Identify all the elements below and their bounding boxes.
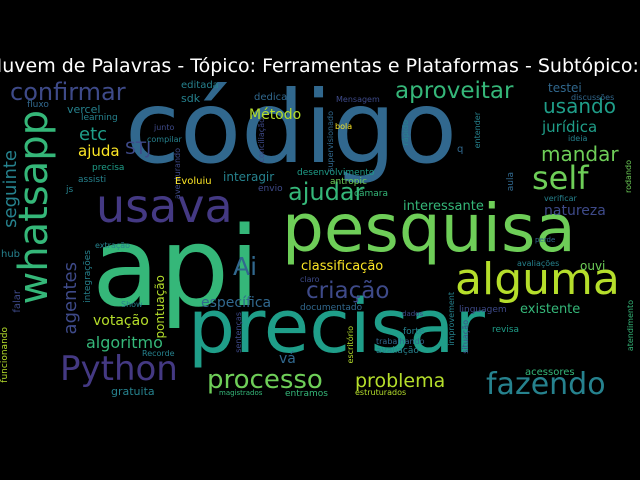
cloud-word: escritório [346, 326, 355, 364]
cloud-word: verificar [544, 194, 577, 203]
cloud-word: gratuita [111, 385, 155, 398]
cloud-word: código [125, 69, 458, 186]
cloud-word: perde [535, 236, 556, 244]
cloud-word: compilar [147, 135, 182, 144]
cloud-word: learning [81, 113, 118, 123]
cloud-word: dedicar [254, 92, 292, 103]
cloud-word: trabalhando [376, 337, 425, 346]
cloud-word: processo [207, 365, 323, 395]
cloud-word: seguinte [0, 150, 21, 228]
cloud-word: avaliações [517, 259, 560, 268]
cloud-word: desenvolvimento [297, 168, 375, 178]
cloud-word: usando [543, 94, 616, 118]
cloud-word: rápido [401, 120, 410, 146]
cloud-word: avaliação [376, 346, 419, 356]
cloud-word: envio [258, 184, 283, 194]
cloud-word: Show [121, 300, 143, 309]
cloud-word: testei [548, 81, 582, 95]
cloud-word: STJ [125, 139, 152, 159]
cloud-word: api [92, 203, 260, 331]
cloud-word: bola [335, 122, 353, 131]
cloud-word: entramos [285, 389, 328, 399]
cloud-word: documentado [300, 303, 363, 313]
cloud-word: magistrados [219, 389, 263, 397]
figure-title: Nuvem de Palavras - Tópico: Ferramentas … [0, 55, 640, 77]
cloud-word: usava [96, 179, 233, 233]
cloud-word: aula [506, 172, 516, 192]
cloud-word: editada [181, 80, 219, 91]
cloud-word: específica [201, 295, 272, 311]
cloud-word: Ai [233, 252, 258, 281]
cloud-word: integrações [83, 250, 93, 303]
cloud-word: mandar [541, 142, 619, 166]
cloud-word: algoritmo [86, 333, 163, 352]
cloud-word: estruturados [355, 388, 407, 397]
cloud-word: precisar [188, 284, 485, 370]
cloud-word: votação [93, 313, 149, 329]
cloud-word: sdk [181, 92, 201, 105]
cloud-word: criação [306, 278, 390, 304]
cloud-word: existente [520, 302, 581, 317]
cloud-word: improvement [447, 292, 456, 346]
cloud-word: interagir [223, 170, 275, 184]
cloud-word: funcionando [0, 327, 10, 383]
cloud-word: assisti [78, 175, 107, 185]
cloud-word: ouvi [580, 259, 606, 273]
cloud-word: q [457, 144, 464, 155]
cloud-word: vá [279, 351, 296, 367]
cloud-word: classificação [301, 259, 384, 274]
cloud-word: Mensagem [336, 95, 380, 104]
cloud-word: revisa [492, 325, 520, 335]
cloud-word: entender [473, 112, 482, 149]
cloud-word: Evoluiu [175, 176, 212, 187]
cloud-word: self [532, 159, 589, 197]
cloud-word: claro [300, 275, 320, 284]
cloud-word: ideia [568, 134, 588, 143]
cloud-word: atendimento [626, 300, 635, 352]
cloud-word: rodando [624, 160, 633, 194]
cloud-word: problema [355, 370, 446, 392]
cloud-word: conciliação [257, 118, 266, 163]
cloud-word: forte [403, 327, 425, 337]
cloud-word: hub [1, 249, 21, 260]
cloud-word: etc [79, 124, 108, 145]
cloud-word: pesquisa [282, 190, 576, 267]
cloud-word: junto [154, 123, 175, 132]
cloud-word: aproveitar [395, 78, 514, 104]
cloud-word: sentenças [234, 312, 243, 353]
cloud-word: Método [249, 107, 302, 123]
cloud-word: câmara [354, 189, 388, 199]
cloud-word: acessores [525, 367, 575, 378]
cloud-word: dados [402, 310, 424, 318]
cloud-word: natureza [544, 203, 606, 219]
cloud-word: interessante [403, 199, 484, 214]
cloud-word: jurídica [542, 118, 598, 136]
cloud-word: situação [461, 320, 470, 354]
cloud-word: antropic [330, 177, 367, 187]
cloud-word: precisa [92, 163, 125, 173]
cloud-word: aventurando [173, 148, 182, 200]
cloud-word: fluxo [27, 100, 49, 110]
cloud-word: extração [95, 241, 131, 250]
cloud-word: Recorde [142, 349, 175, 358]
cloud-word: linguagem [459, 305, 507, 315]
cloud-word: agentes [60, 262, 81, 335]
cloud-word: discussões [571, 93, 615, 102]
cloud-word: ajuda [78, 142, 120, 160]
cloud-word: pontuação [153, 275, 167, 339]
cloud-word: ajudar [288, 178, 365, 206]
cloud-word: supervisionado [326, 111, 335, 172]
cloud-word: fazendo [486, 367, 606, 402]
cloud-word: alguma [455, 254, 620, 305]
cloud-word: vercel [67, 103, 101, 116]
cloud-word: falar [12, 290, 23, 313]
cloud-word: Python [60, 349, 178, 389]
cloud-word: confirmar [10, 78, 126, 106]
cloud-word: js [66, 185, 74, 195]
